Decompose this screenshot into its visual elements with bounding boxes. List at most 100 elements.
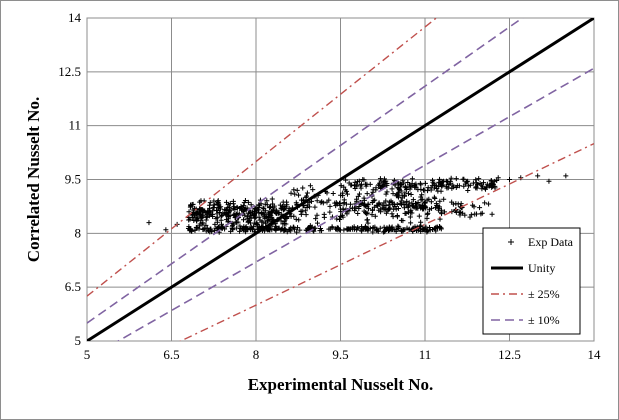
legend-box bbox=[482, 227, 581, 335]
x-tick-label-5: 12.5 bbox=[498, 347, 521, 362]
data-point-981 bbox=[394, 213, 400, 219]
data-point-460 bbox=[270, 201, 276, 207]
data-point-634 bbox=[303, 212, 309, 218]
legend-swatch-0 bbox=[508, 239, 514, 245]
data-point-89 bbox=[311, 228, 317, 234]
data-point-60 bbox=[250, 226, 256, 232]
data-point-760 bbox=[355, 211, 361, 217]
data-point-524 bbox=[203, 222, 209, 228]
data-point-507 bbox=[218, 225, 224, 231]
data-point-666 bbox=[370, 207, 376, 213]
x-tick-label-3: 9.5 bbox=[332, 347, 348, 362]
data-point-475 bbox=[212, 221, 218, 227]
data-point-1006 bbox=[341, 197, 347, 203]
data-point-225 bbox=[279, 226, 285, 232]
data-point-979 bbox=[361, 208, 367, 214]
data-point-548 bbox=[230, 198, 236, 204]
data-point-942 bbox=[492, 185, 498, 191]
data-point-377 bbox=[213, 207, 219, 213]
data-point-423 bbox=[243, 224, 249, 230]
x-tick-label-6: 14 bbox=[588, 347, 602, 362]
data-point-1053 bbox=[507, 177, 512, 182]
data-point-486 bbox=[242, 207, 248, 213]
data-point-646 bbox=[300, 185, 306, 191]
data-point-750 bbox=[405, 191, 411, 197]
data-point-541 bbox=[256, 214, 262, 220]
data-point-789 bbox=[324, 190, 330, 196]
data-point-241 bbox=[230, 227, 236, 233]
data-point-940 bbox=[463, 179, 469, 185]
data-point-439 bbox=[240, 217, 246, 223]
data-point-1024 bbox=[353, 205, 359, 211]
data-point-772 bbox=[299, 197, 305, 203]
data-point-958 bbox=[398, 181, 404, 187]
data-point-922 bbox=[445, 185, 451, 191]
data-point-776 bbox=[333, 200, 339, 206]
data-point-567 bbox=[198, 208, 204, 214]
data-point-195 bbox=[436, 223, 442, 229]
data-point-193 bbox=[395, 225, 401, 231]
data-point-783 bbox=[337, 216, 343, 222]
data-point-759 bbox=[432, 195, 438, 201]
x-tick-label-0: 5 bbox=[84, 347, 91, 362]
data-point-1045 bbox=[387, 205, 393, 211]
data-point-762 bbox=[300, 208, 306, 214]
legend-label-3: ± 10% bbox=[528, 313, 560, 327]
data-point-1035 bbox=[390, 214, 396, 220]
data-point-1038 bbox=[477, 205, 483, 211]
legend-label-1: Unity bbox=[528, 261, 555, 275]
data-point-251 bbox=[361, 226, 367, 232]
data-point-796 bbox=[306, 204, 312, 210]
data-point-683 bbox=[291, 187, 297, 193]
data-point-951 bbox=[450, 182, 456, 188]
data-point-766 bbox=[390, 191, 396, 197]
data-point-554 bbox=[196, 212, 202, 218]
data-point-1037 bbox=[386, 202, 392, 208]
data-point-910 bbox=[421, 187, 427, 193]
data-point-390 bbox=[218, 217, 224, 223]
data-point-713 bbox=[288, 213, 294, 219]
data-point-723 bbox=[303, 193, 309, 199]
data-point-965 bbox=[398, 198, 404, 204]
data-point-954 bbox=[348, 182, 354, 188]
data-point-297 bbox=[272, 226, 278, 232]
data-point-534 bbox=[217, 206, 223, 212]
data-point-717 bbox=[314, 220, 320, 226]
data-point-579 bbox=[235, 219, 241, 225]
data-point-180 bbox=[386, 227, 392, 233]
data-point-224 bbox=[386, 226, 392, 232]
data-point-528 bbox=[263, 213, 269, 219]
data-point-1046 bbox=[365, 201, 371, 207]
data-point-482 bbox=[269, 196, 275, 202]
data-point-912 bbox=[356, 178, 362, 184]
data-point-409 bbox=[241, 200, 247, 206]
data-point-411 bbox=[204, 225, 210, 231]
data-point-496 bbox=[266, 205, 272, 211]
data-point-1034 bbox=[457, 210, 463, 216]
data-point-721 bbox=[310, 187, 316, 193]
data-point-884 bbox=[461, 176, 467, 182]
data-point-924 bbox=[377, 176, 383, 182]
data-point-207 bbox=[347, 226, 353, 232]
y-tick-label-1: 6.5 bbox=[65, 279, 81, 294]
data-point-383 bbox=[194, 225, 200, 231]
data-point-1009 bbox=[413, 205, 419, 211]
data-point-1051 bbox=[163, 227, 169, 233]
x-tick-label-2: 8 bbox=[253, 347, 260, 362]
data-point-671 bbox=[364, 217, 370, 223]
data-point-240 bbox=[312, 225, 318, 231]
data-point-568 bbox=[284, 214, 290, 220]
y-tick-label-4: 11 bbox=[68, 118, 81, 133]
data-point-522 bbox=[245, 219, 251, 225]
data-point-966 bbox=[470, 202, 476, 208]
data-point-577 bbox=[281, 207, 287, 213]
data-point-144 bbox=[429, 226, 435, 232]
data-point-701 bbox=[370, 187, 376, 193]
data-point-871 bbox=[395, 184, 401, 190]
reference-lines bbox=[87, 18, 594, 341]
data-point-828 bbox=[400, 178, 406, 184]
data-point-773 bbox=[407, 214, 413, 220]
data-point-642 bbox=[293, 216, 299, 222]
data-point-695 bbox=[314, 198, 320, 204]
